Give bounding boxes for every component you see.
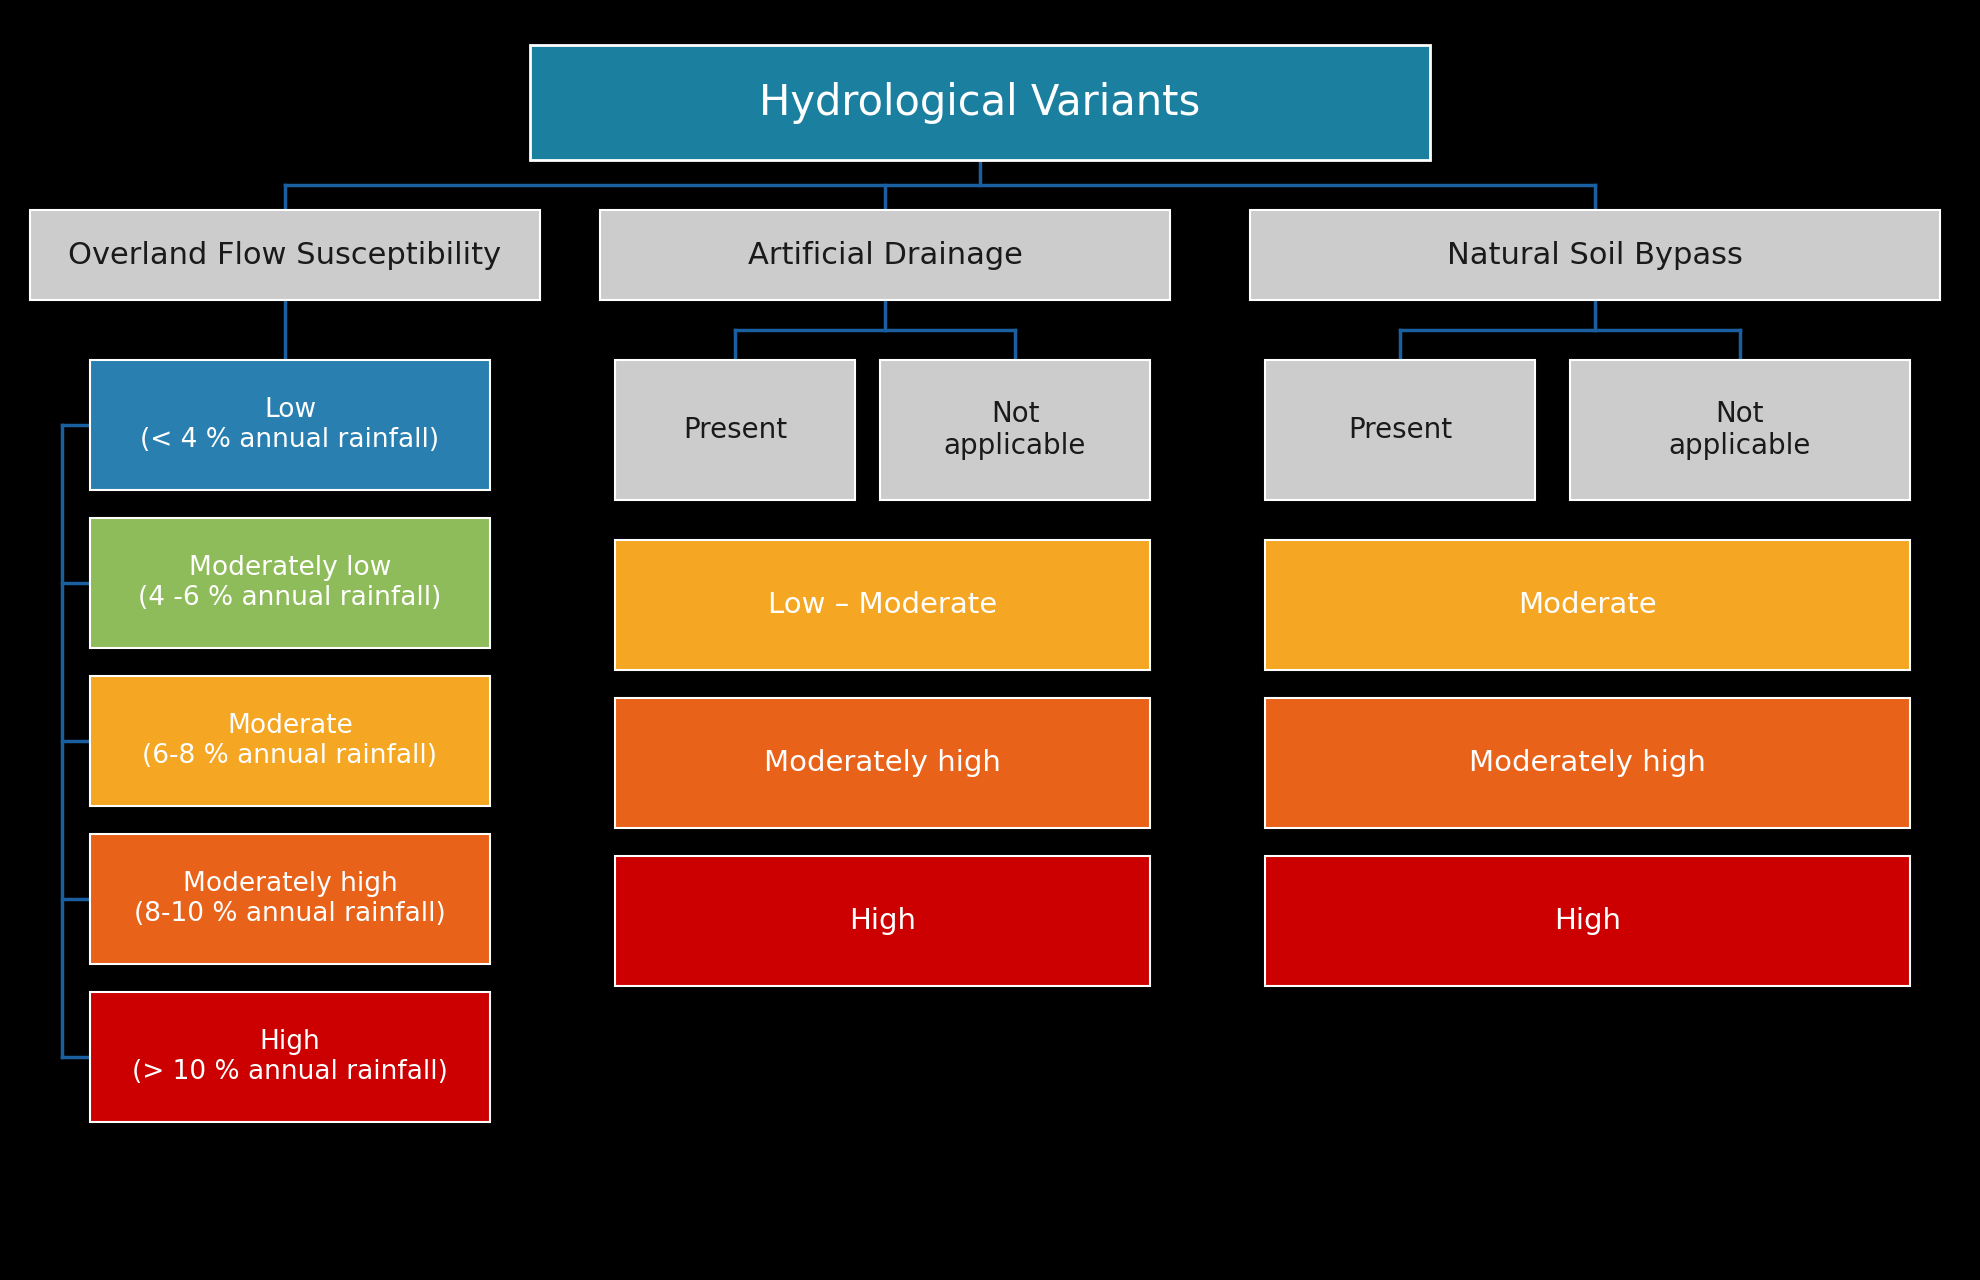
Text: Low – Moderate: Low – Moderate — [768, 591, 998, 620]
FancyBboxPatch shape — [89, 835, 489, 964]
Text: Moderately high: Moderately high — [764, 749, 1002, 777]
FancyBboxPatch shape — [616, 698, 1150, 828]
Text: Moderately high
(8-10 % annual rainfall): Moderately high (8-10 % annual rainfall) — [135, 870, 446, 927]
FancyBboxPatch shape — [89, 518, 489, 648]
Text: Not
applicable: Not applicable — [1669, 399, 1812, 461]
Text: Moderate
(6-8 % annual rainfall): Moderate (6-8 % annual rainfall) — [143, 713, 438, 769]
FancyBboxPatch shape — [600, 210, 1170, 300]
Text: Present: Present — [1348, 416, 1451, 444]
FancyBboxPatch shape — [1265, 856, 1911, 986]
FancyBboxPatch shape — [89, 992, 489, 1123]
Text: Low
(< 4 % annual rainfall): Low (< 4 % annual rainfall) — [141, 397, 440, 453]
FancyBboxPatch shape — [531, 45, 1430, 160]
FancyBboxPatch shape — [879, 360, 1150, 500]
FancyBboxPatch shape — [616, 856, 1150, 986]
Text: Natural Soil Bypass: Natural Soil Bypass — [1447, 241, 1742, 270]
Text: Moderately low
(4 -6 % annual rainfall): Moderately low (4 -6 % annual rainfall) — [139, 556, 442, 611]
Text: Hydrological Variants: Hydrological Variants — [760, 82, 1200, 123]
Text: Overland Flow Susceptibility: Overland Flow Susceptibility — [69, 241, 501, 270]
FancyBboxPatch shape — [616, 540, 1150, 669]
FancyBboxPatch shape — [1249, 210, 1940, 300]
Text: Moderate: Moderate — [1519, 591, 1657, 620]
Text: High: High — [849, 908, 917, 934]
FancyBboxPatch shape — [89, 360, 489, 490]
FancyBboxPatch shape — [1265, 540, 1911, 669]
FancyBboxPatch shape — [1265, 698, 1911, 828]
Text: Present: Present — [683, 416, 788, 444]
FancyBboxPatch shape — [1265, 360, 1534, 500]
Text: Not
applicable: Not applicable — [944, 399, 1087, 461]
Text: High: High — [1554, 908, 1622, 934]
FancyBboxPatch shape — [89, 676, 489, 806]
Text: Moderately high: Moderately high — [1469, 749, 1707, 777]
FancyBboxPatch shape — [1570, 360, 1911, 500]
FancyBboxPatch shape — [30, 210, 541, 300]
Text: Artificial Drainage: Artificial Drainage — [748, 241, 1022, 270]
Text: High
(> 10 % annual rainfall): High (> 10 % annual rainfall) — [133, 1029, 447, 1085]
FancyBboxPatch shape — [616, 360, 855, 500]
